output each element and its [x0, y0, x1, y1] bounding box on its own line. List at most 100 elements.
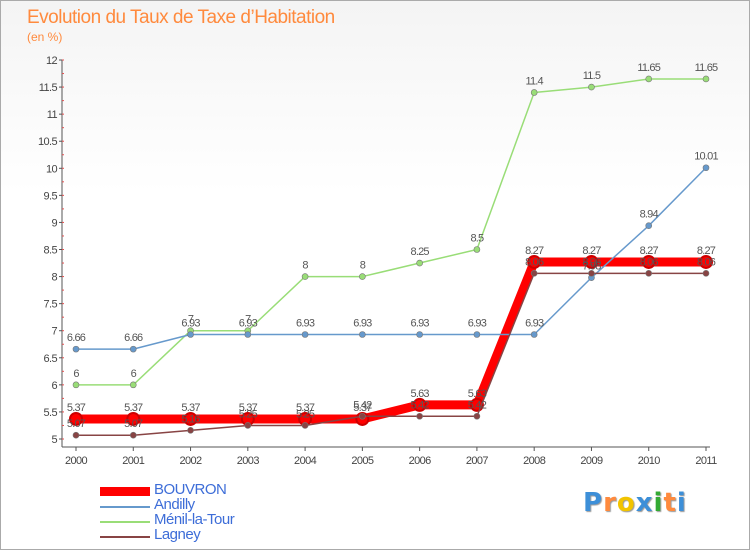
y-tick-label: 6.5 — [44, 353, 58, 365]
y-tick-label: 10 — [46, 163, 58, 175]
data-point-bouvron — [412, 397, 427, 412]
y-tick-label: 5.5 — [44, 407, 58, 419]
data-point-bouvron — [69, 411, 83, 426]
series-line-m-nil-la-tour — [76, 78, 706, 386]
data-point-andilly — [187, 331, 194, 338]
y-tick-label: 9 — [51, 217, 57, 229]
data-point-lagney — [301, 422, 309, 429]
legend-swatch — [100, 521, 150, 523]
data-point-lagney — [359, 412, 366, 420]
data-point-m-nil-la-tour — [72, 381, 80, 389]
y-tick-label: 10.5 — [38, 136, 57, 148]
series-line-bouvron — [76, 257, 706, 424]
y-tick-label: 11.5 — [39, 82, 58, 94]
logo-letter: i — [653, 488, 664, 518]
data-point-m-nil-la-tour — [588, 83, 595, 91]
data-label: 8.06 — [525, 256, 544, 268]
data-label: 11.4 — [525, 75, 543, 87]
data-label: 5.37 — [239, 402, 258, 414]
y-tick-label: 11 — [47, 109, 58, 121]
data-point-andilly — [416, 331, 423, 338]
data-label: 8.27 — [582, 245, 601, 257]
data-point-bouvron — [584, 254, 599, 269]
data-label: 6.93 — [525, 318, 544, 330]
y-tick-label: 7 — [51, 326, 57, 338]
x-tick-label: 2004 — [294, 455, 317, 467]
legend-label: Ménil-la-Tour — [154, 511, 235, 528]
x-tick-label: 2001 — [122, 455, 145, 467]
data-label: 8.06 — [640, 256, 659, 268]
data-label: 8 — [302, 260, 308, 272]
data-point-lagney — [72, 431, 80, 439]
data-label: 10.01 — [694, 151, 718, 163]
data-label: 8.94 — [640, 209, 659, 221]
series-line-andilly — [76, 167, 707, 350]
data-point-bouvron — [699, 254, 713, 269]
data-label: 5.16 — [181, 413, 200, 425]
data-label: 5.07 — [124, 418, 143, 430]
x-tick-label: 2011 — [695, 455, 717, 467]
data-label: 5.37 — [67, 402, 86, 414]
logo-letter: i — [676, 488, 687, 518]
data-label: 11.5 — [583, 70, 601, 82]
data-point-m-nil-la-tour — [416, 259, 423, 267]
logo-letter: o — [616, 488, 636, 518]
data-point-m-nil-la-tour — [359, 273, 366, 280]
data-point-andilly — [530, 331, 538, 338]
x-tick-label: 2005 — [351, 455, 374, 467]
data-point-andilly — [473, 331, 481, 338]
data-label: 5.37 — [181, 402, 200, 414]
x-tick-label: 2008 — [523, 455, 546, 467]
data-point-lagney — [416, 412, 423, 420]
logo-letter: t — [663, 488, 677, 518]
data-point-andilly — [244, 331, 252, 338]
data-label: 6 — [131, 368, 137, 380]
x-tick-label: 2010 — [638, 455, 661, 467]
data-label: 7 — [188, 314, 194, 326]
chart-subtitle: (en %) — [27, 30, 63, 44]
x-tick-label: 2006 — [409, 455, 432, 467]
series-line-lagney — [76, 272, 706, 436]
x-tick-label: 2009 — [580, 455, 603, 467]
legend-swatch — [100, 536, 150, 538]
data-label: 6.66 — [124, 332, 143, 344]
legend-label: BOUVRON — [154, 481, 227, 498]
data-point-lagney — [244, 422, 252, 429]
data-point-bouvron — [126, 411, 141, 426]
data-label: 11.65 — [637, 62, 660, 74]
data-label: 5.63 — [411, 388, 430, 400]
y-tick-label: 5 — [51, 434, 57, 446]
data-point-lagney — [588, 270, 595, 277]
data-label: 5.25 — [239, 408, 258, 420]
data-point-m-nil-la-tour — [530, 89, 538, 96]
data-point-m-nil-la-tour — [473, 246, 481, 253]
data-point-m-nil-la-tour — [702, 75, 710, 83]
legend-swatch — [100, 506, 150, 508]
x-tick-label: 2000 — [65, 455, 88, 467]
data-label: 11.65 — [695, 62, 718, 74]
data-point-andilly — [359, 331, 366, 338]
x-tick-label: 2007 — [466, 455, 489, 467]
data-point-lagney — [187, 427, 194, 434]
y-tick-label: 9.5 — [44, 190, 58, 202]
data-point-andilly — [301, 331, 309, 338]
data-point-andilly — [702, 164, 710, 172]
data-label: 5.07 — [67, 418, 86, 430]
data-point-bouvron — [183, 411, 198, 426]
y-tick-label: 8 — [51, 272, 57, 284]
data-label: 6.93 — [468, 318, 487, 330]
data-point-lagney — [645, 270, 653, 277]
data-label: 8.5 — [470, 233, 484, 245]
legend-label: Andilly — [154, 496, 195, 513]
chart-title: Evolution du Taux de Taxe d’Habitation — [27, 7, 335, 28]
legend-swatch — [100, 487, 150, 496]
data-label: 8.27 — [525, 245, 544, 257]
data-label: 8.06 — [582, 256, 601, 268]
data-label: 6.93 — [296, 318, 315, 330]
logo-letter: P — [583, 488, 604, 518]
logo-letter: x — [635, 488, 654, 518]
data-label: 5.37 — [124, 402, 143, 414]
data-label: 6.93 — [411, 318, 430, 330]
data-label: 6.93 — [239, 318, 258, 330]
